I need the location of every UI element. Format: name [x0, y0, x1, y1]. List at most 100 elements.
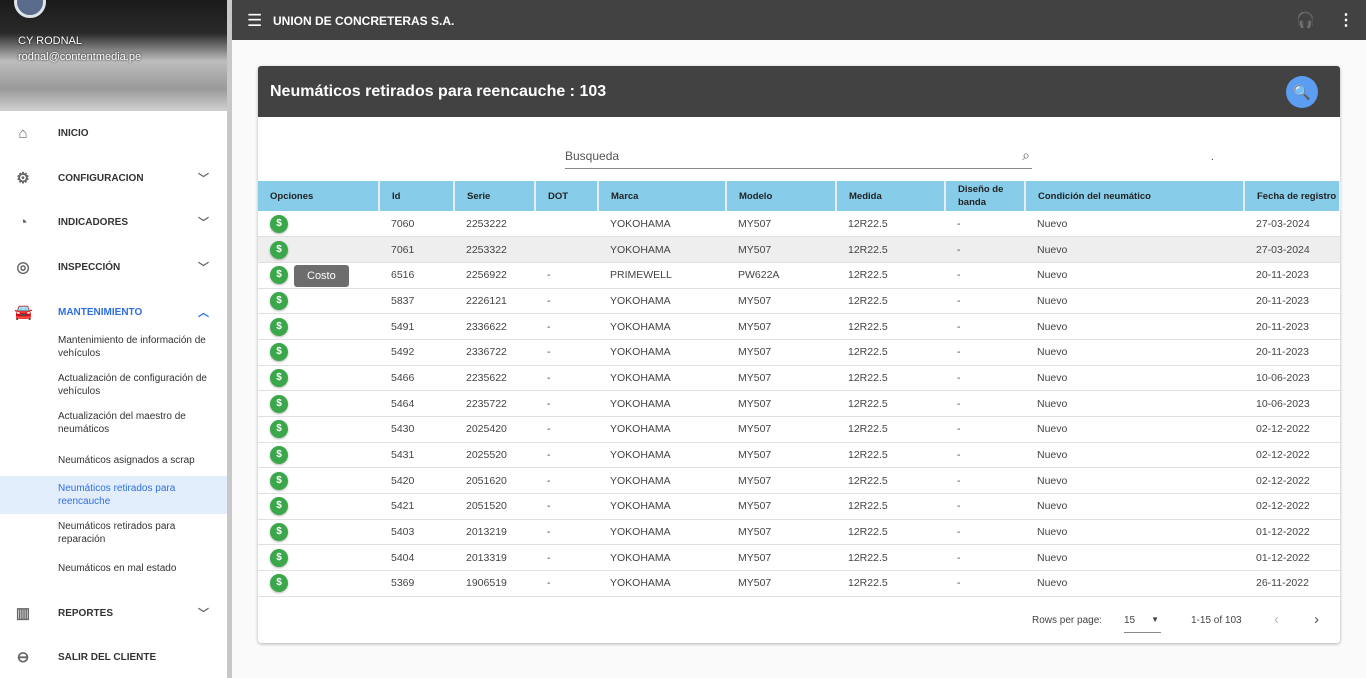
table-cell: 5466 [379, 365, 454, 392]
column-header[interactable]: DOT [535, 181, 599, 211]
rows-per-page-select[interactable]: 15 ▼ [1124, 615, 1161, 633]
cost-button[interactable]: $ [270, 266, 288, 285]
sidebar-subitem[interactable]: Actualización del maestro de neumáticos [0, 404, 227, 442]
table-row[interactable]: $6516 2256922- PRIMEWELL PW622A 12R22.5- Nuev… [258, 262, 1340, 289]
sidebar-subitem[interactable]: Actualización de configuración de vehícu… [0, 366, 227, 404]
table-cell: 12R22.5 [836, 467, 945, 495]
sidebar-subitem[interactable]: Mantenimiento de información de vehículo… [0, 328, 227, 366]
table-cell: YOKOHAMA [598, 339, 726, 366]
table-cell: 2235722 [454, 390, 535, 417]
sidebar-item-reportes[interactable]: ▥ REPORTES ﹀ [0, 603, 227, 623]
column-header[interactable]: Modelo [726, 181, 837, 211]
cost-button[interactable]: $ [270, 317, 288, 336]
sidebar-item-mantenimiento[interactable]: 🚘 MANTENIMIENTO ︿ [0, 302, 227, 322]
table-cell: Nuevo [1025, 365, 1244, 392]
sidebar-item-configuracion[interactable]: ⚙ CONFIGURACION ﹀ [0, 168, 227, 188]
cost-button[interactable]: $ [270, 214, 288, 233]
column-header[interactable]: Serie [454, 181, 536, 211]
table-cell: 1906519 [454, 570, 535, 597]
table-row[interactable]: $5369 1906519- YOKOHAMA MY507 12R22.5- Nuevo 2… [258, 570, 1340, 597]
table-cell: MY507 [726, 519, 836, 546]
table-cell: 10-06-2023 [1244, 390, 1340, 417]
table-cell: 20-11-2023 [1244, 313, 1340, 340]
table-cell: - [945, 339, 1025, 366]
table-row[interactable]: $5491 2336622- YOKOHAMA MY507 12R22.5- Nuevo 2… [258, 313, 1340, 340]
cost-button[interactable]: $ [270, 446, 288, 465]
search-icon[interactable]: ⌕ [1022, 147, 1030, 163]
table-row[interactable]: $7060 2253222 YOKOHAMA MY507 12R22.5- Nuevo 27… [258, 211, 1340, 238]
search-report-button[interactable]: 🔍 [1286, 76, 1318, 108]
table-row[interactable]: $5464 2235722- YOKOHAMA MY507 12R22.5- Nuevo 1… [258, 390, 1340, 417]
sidebar-item-inicio[interactable]: ⌂ INICIO [0, 123, 227, 143]
sidebar-item-indicadores[interactable]: ◔ INDICADORES ﹀ [0, 212, 227, 232]
cost-button[interactable]: $ [270, 420, 288, 439]
table-row[interactable]: $5431 2025520- YOKOHAMA MY507 12R22.5- Nuevo 0… [258, 442, 1340, 469]
chevron-up-icon[interactable]: ︿ [198, 307, 209, 319]
tires-table: Opciones Id Serie DOT Marca Modelo Medida Diseñ… [258, 181, 1341, 597]
column-header[interactable]: Marca [598, 181, 727, 211]
user-name: CY RODNAL [18, 35, 82, 47]
cost-tooltip: Costo [294, 265, 349, 287]
cost-button[interactable]: $ [270, 394, 288, 413]
table-cell: YOKOHAMA [598, 467, 726, 495]
cost-button[interactable]: $ [270, 240, 288, 259]
table-cell: 2051620 [454, 467, 535, 495]
table-cell [535, 236, 598, 263]
menu-icon[interactable]: ☰ [247, 11, 263, 30]
sidebar-scrollbar[interactable] [227, 0, 232, 678]
search-field[interactable]: ⌕ [565, 145, 1032, 169]
table-row[interactable]: $5404 2013319- YOKOHAMA MY507 12R22.5- Nuevo 0… [258, 544, 1340, 572]
table-row[interactable]: $7061 2253322 YOKOHAMA MY507 12R22.5- Nuevo 27… [258, 236, 1340, 263]
sidebar-subitem[interactable]: Neumáticos retirados para reparación [0, 514, 227, 552]
sidebar-subitem[interactable]: Neumáticos en mal estado [0, 555, 227, 581]
table-row[interactable]: $5466 2235622- YOKOHAMA MY507 12R22.5- Nuevo 1… [258, 365, 1340, 392]
options-cell: $ [258, 570, 379, 597]
table-row[interactable]: $5420 2051620- YOKOHAMA MY507 12R22.5- Nuevo 0… [258, 467, 1340, 495]
previous-page-button[interactable]: ‹ [1274, 611, 1279, 628]
table-cell: 01-12-2022 [1244, 544, 1340, 572]
column-header[interactable]: Condición del neumático [1025, 181, 1245, 211]
chevron-down-icon[interactable]: ﹀ [198, 217, 209, 229]
column-header[interactable]: Fecha de registro [1244, 181, 1341, 211]
table-row[interactable]: $5492 2336722- YOKOHAMA MY507 12R22.5- Nuevo 2… [258, 339, 1340, 366]
table-cell: 2253222 [454, 211, 535, 238]
column-header[interactable]: Medida [836, 181, 946, 211]
table-row[interactable]: $5421 2051520- YOKOHAMA MY507 12R22.5- Nuevo 0… [258, 493, 1340, 520]
cost-button[interactable]: $ [270, 368, 288, 387]
sidebar-item-inspección[interactable]: ◎ INSPECCIÓN ﹀ [0, 257, 227, 277]
headset-icon[interactable]: 🎧 [1296, 12, 1315, 29]
more-options-icon[interactable]: ⋮ [1338, 12, 1354, 29]
next-page-button[interactable]: › [1314, 611, 1319, 628]
chevron-down-icon[interactable]: ﹀ [198, 608, 209, 620]
chevron-down-icon[interactable]: ﹀ [198, 262, 209, 274]
table-row[interactable]: $5430 2025420- YOKOHAMA MY507 12R22.5- Nuevo 0… [258, 416, 1340, 443]
cost-button[interactable]: $ [270, 497, 288, 516]
search-input[interactable] [565, 145, 1005, 163]
table-cell: PW622A [726, 262, 836, 289]
cost-button[interactable]: $ [270, 574, 288, 593]
cost-button[interactable]: $ [270, 548, 288, 567]
sidebar-subitem[interactable]: Neumáticos retirados para reencauche [0, 476, 227, 514]
cost-button[interactable]: $ [270, 291, 288, 310]
sidebar-item-salir-del-cliente[interactable]: ⊖ SALIR DEL CLIENTE [0, 647, 227, 667]
column-header[interactable]: Opciones [258, 181, 380, 211]
column-header[interactable]: Diseño de banda [945, 181, 1026, 211]
table-cell: 5837 [379, 288, 454, 315]
table-cell: 26-11-2022 [1244, 570, 1340, 597]
sidebar-subitem[interactable]: Neumáticos asignados a scrap [0, 447, 227, 473]
table-cell: MY507 [726, 339, 836, 366]
table-cell: YOKOHAMA [598, 519, 726, 546]
table-cell: - [535, 313, 598, 340]
cost-button[interactable]: $ [270, 523, 288, 542]
cost-button[interactable]: $ [270, 343, 288, 362]
table-row[interactable]: $5403 2013219- YOKOHAMA MY507 12R22.5- Nuevo 0… [258, 519, 1340, 546]
column-header[interactable]: Id [379, 181, 455, 211]
table-row[interactable]: $5837 2226121- YOKOHAMA MY507 12R22.5- Nuevo 2… [258, 288, 1340, 315]
options-cell: $ [258, 211, 379, 238]
cost-button[interactable]: $ [270, 471, 288, 490]
table-cell: 12R22.5 [836, 365, 945, 392]
table-cell: - [945, 416, 1025, 443]
table-cell: Nuevo [1025, 390, 1244, 417]
table-cell: - [535, 493, 598, 520]
chevron-down-icon[interactable]: ﹀ [198, 173, 209, 185]
